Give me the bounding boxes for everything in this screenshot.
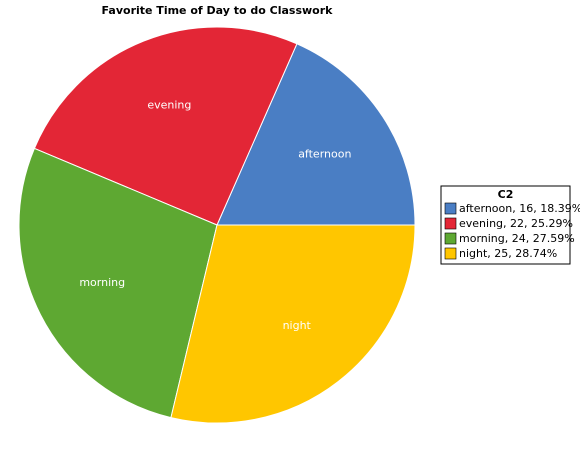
legend-swatch — [444, 202, 457, 215]
pie-slice — [170, 224, 416, 424]
slice-label: evening — [147, 98, 191, 111]
legend-box — [440, 185, 571, 265]
legend-label: morning, 24, 27.59% — [459, 232, 575, 245]
chart-title: Favorite Time of Day to do Classwork — [102, 4, 334, 17]
legend-title: C2 — [498, 188, 514, 201]
legend-label: night, 25, 28.74% — [459, 247, 557, 260]
legend-label: afternoon, 16, 18.39% — [459, 202, 580, 215]
legend-swatch — [444, 247, 457, 260]
slice-label: night — [283, 319, 312, 332]
legend-label: evening, 22, 25.29% — [459, 217, 573, 230]
slice-label: morning — [79, 276, 125, 289]
slice-label: afternoon — [298, 148, 351, 161]
pie-slice — [216, 43, 416, 226]
pie-slice — [18, 147, 218, 419]
legend-swatch — [444, 232, 457, 245]
legend-swatch — [444, 217, 457, 230]
